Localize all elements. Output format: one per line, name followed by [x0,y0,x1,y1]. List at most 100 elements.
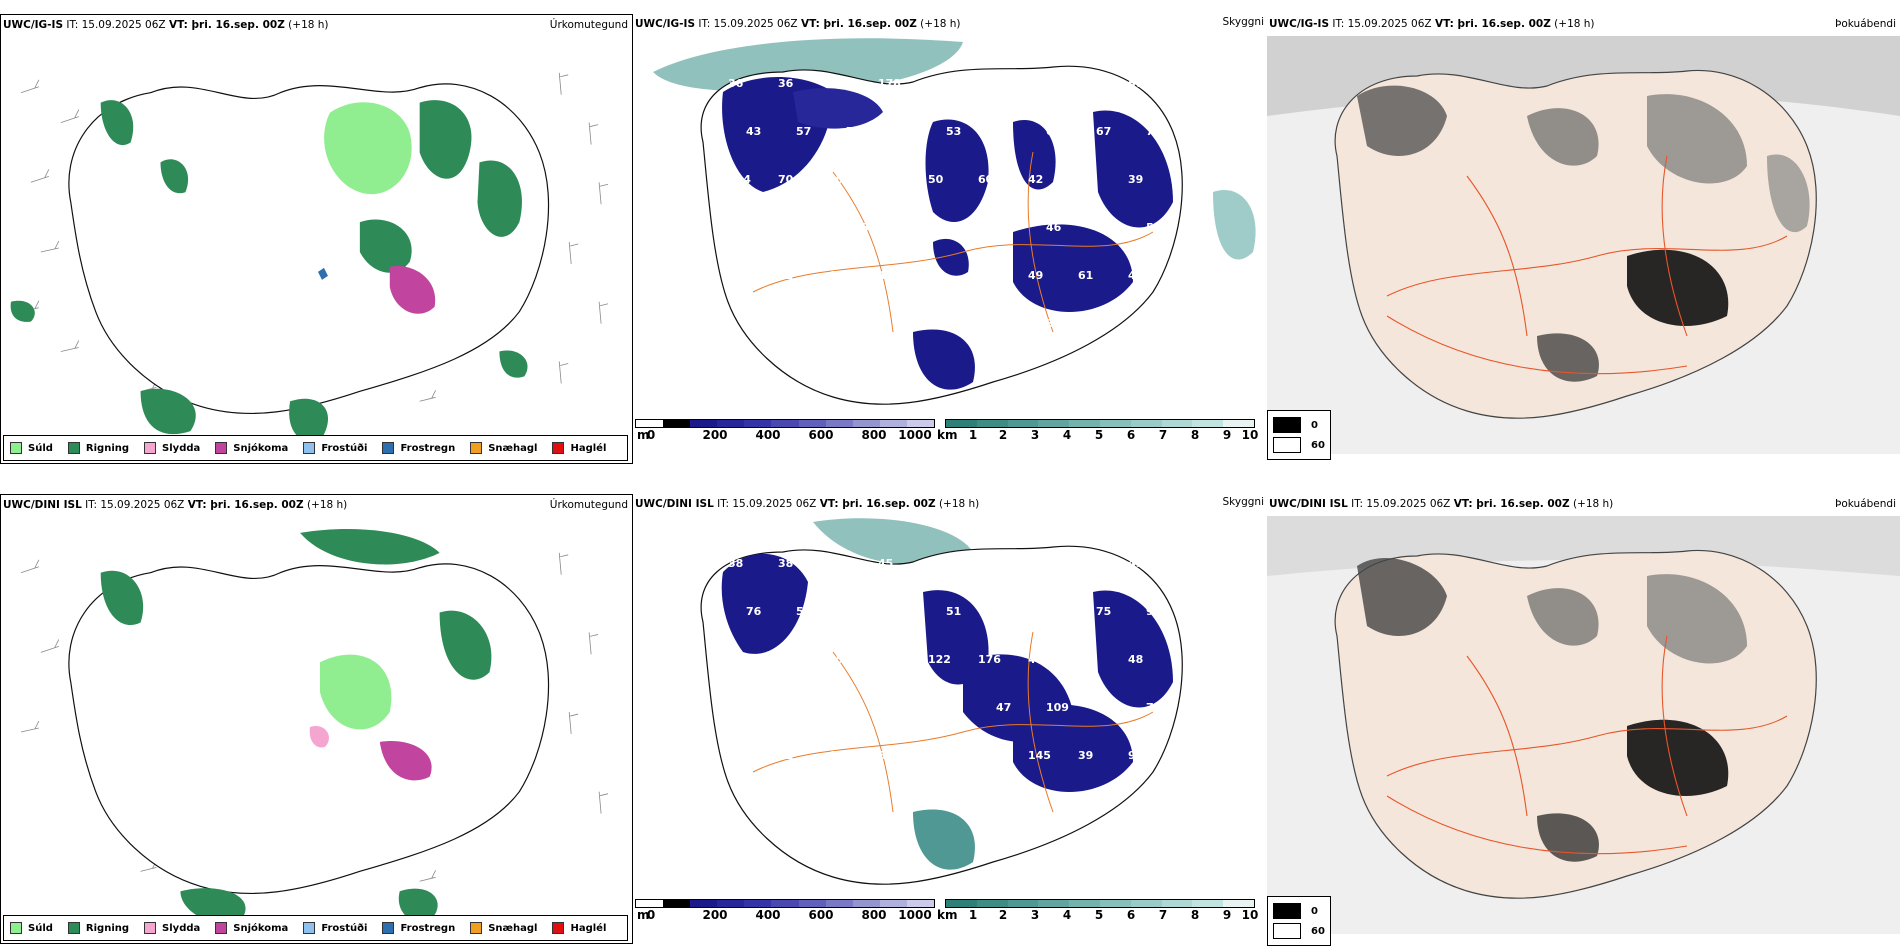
fog-map [1267,516,1900,934]
visibility-value-label: 42 [1028,173,1043,186]
precip-map [1,33,632,463]
valid-time: VT: þri. 16.sep. 00Z [819,498,936,510]
fog-area [653,38,963,92]
legend-swatch [1273,417,1301,433]
legend-label: Frostregn [400,922,456,934]
visibility-value-label: 81 [896,317,911,330]
legend-label: Frostregn [400,442,456,454]
parameter-name: Þokuábendi [1835,18,1896,30]
terrain-unit: m [637,428,650,442]
iceland-outline [68,83,550,415]
visibility-value-label: 57 [1128,77,1143,90]
parameter-name: Skyggni [1222,496,1265,508]
visibility-value-label: 50 [846,317,862,330]
panel-header: UWC/IG-IS IT: 15.09.2025 06Z VT: þri. 16… [1269,18,1896,32]
visibility-value-label: 49 [878,173,893,186]
tick: 2 [998,428,1008,442]
legend-item: Snjókoma [215,442,288,454]
tick: 200 [702,428,728,442]
legend-label: Rigning [85,442,130,454]
fog-area [813,518,973,565]
iceland-outline [68,563,550,895]
legend-swatch [67,442,80,454]
visibility-value-label: 35 [1096,701,1111,714]
roads [752,631,1154,813]
visibility-value-label: 58 [896,221,911,234]
model-name: UWC/IG-IS [635,18,696,30]
legend-item: Haglél [552,442,606,454]
fog-shading [1357,557,1747,862]
panel-header: UWC/DINI ISL IT: 15.09.2025 06Z VT: þri.… [3,499,628,513]
wind-barbs [20,72,609,412]
visibility-value-label: 51 [946,605,961,618]
legend-swatch [144,922,157,934]
visibility-value-label: 109 [1046,701,1069,714]
tick: 0 [646,428,656,442]
visibility-value-label: 40 [928,749,944,762]
visibility-value-label: 176 [978,653,1001,666]
legend-item: Frostúði [303,922,367,934]
visibility-value-label: 59 [896,797,911,810]
visibility-value-label: 43 [746,125,761,138]
visibility-value-label: 70 [946,221,962,234]
visibility-value-label: 48 [1128,653,1143,666]
visibility-value-label: 46 [978,749,994,762]
legend-swatch [1273,923,1301,939]
visibility-value-label: 53 [746,701,761,714]
legend-label: 0 [1311,905,1318,917]
panel-header: UWC/IG-IS IT: 15.09.2025 06Z VT: þri. 16… [3,19,628,33]
visibility-value-label: 47 [996,701,1011,714]
visibility-value-label: 134 [728,173,751,186]
panel-header: UWC/DINI ISL IT: 15.09.2025 06Z VT: þri.… [635,498,1261,512]
legend-label: 60 [1311,925,1325,937]
visibility-labels: 38 38 30 45 37 59 66 47 49 76 52 50 48 51 42 45 75 97 88 61… [728,557,1169,810]
visibility-value-label: 30 [828,557,844,570]
visibility-unit: km [937,908,958,922]
visibility-value-label: 131 [1096,221,1119,234]
precip-map [1,513,632,943]
legend-swatch [303,442,316,454]
iceland-outline [700,65,1183,405]
terrain-areas [722,77,1173,390]
visibility-value-label: 38 [796,797,811,810]
tick: 800 [861,428,887,442]
model-name: UWC/DINI ISL [1269,498,1348,510]
visibility-value-label: 42 [728,749,743,762]
visibility-value-label: 77 [846,125,861,138]
init-time: IT: 15.09.2025 06Z [1351,498,1451,510]
tick: 9 [1222,428,1232,442]
terrain-ticks: m 0 200 400 600 800 1000 [635,428,935,442]
legend-item: Slydda [144,442,200,454]
visibility-value-label: 48 [896,605,911,618]
valid-time: VT: þri. 16.sep. 00Z [1453,498,1570,510]
visibility-value-label: 38 [778,557,793,570]
visibility-value-label: 66 [796,221,812,234]
legend-swatch [1273,903,1301,919]
legend-swatch [144,442,157,454]
precip-legend: Súld Rigning Slydda Snjókoma Frostúði Fr… [3,435,629,461]
visibility-value-label: 80 [746,221,762,234]
visibility-value-label: 61 [1046,125,1061,138]
visibility-value-label: 88 [728,653,743,666]
visibility-value-label: 84 [846,797,862,810]
visibility-value-label: 59 [978,557,993,570]
visibility-value-label: 40 [1028,653,1044,666]
legend-swatch [470,442,483,454]
legend-swatch [552,922,565,934]
fog-legend: 0 60 [1267,896,1331,946]
legend-swatch [215,922,228,934]
terrain-colorbar-bar [635,419,935,428]
parameter-name: Úrkomutegund [549,499,628,511]
visibility-value-label: 34 [1078,77,1094,90]
legend-label: Snjókoma [233,922,289,934]
visibility-value-label: 76 [796,701,812,714]
visibility-value-label: 48 [946,317,961,330]
visibility-value-label: 69 [1096,317,1111,330]
init-time: IT: 15.09.2025 06Z [717,498,817,510]
tick: 600 [808,428,834,442]
visibility-value-label: 47 [1078,557,1093,570]
legend-item: 60 [1273,921,1325,941]
parameter-name: Úrkomutegund [549,19,628,31]
visibility-value-label: 36 [728,77,744,90]
precip-areas [10,100,528,443]
